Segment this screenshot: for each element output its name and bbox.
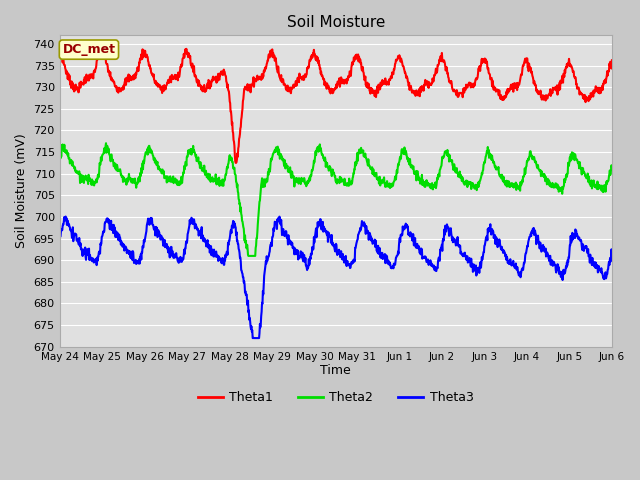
Title: Soil Moisture: Soil Moisture <box>287 15 385 30</box>
Y-axis label: Soil Moisture (mV): Soil Moisture (mV) <box>15 133 28 249</box>
Text: DC_met: DC_met <box>63 43 115 56</box>
X-axis label: Time: Time <box>321 364 351 377</box>
Legend: Theta1, Theta2, Theta3: Theta1, Theta2, Theta3 <box>193 386 479 409</box>
